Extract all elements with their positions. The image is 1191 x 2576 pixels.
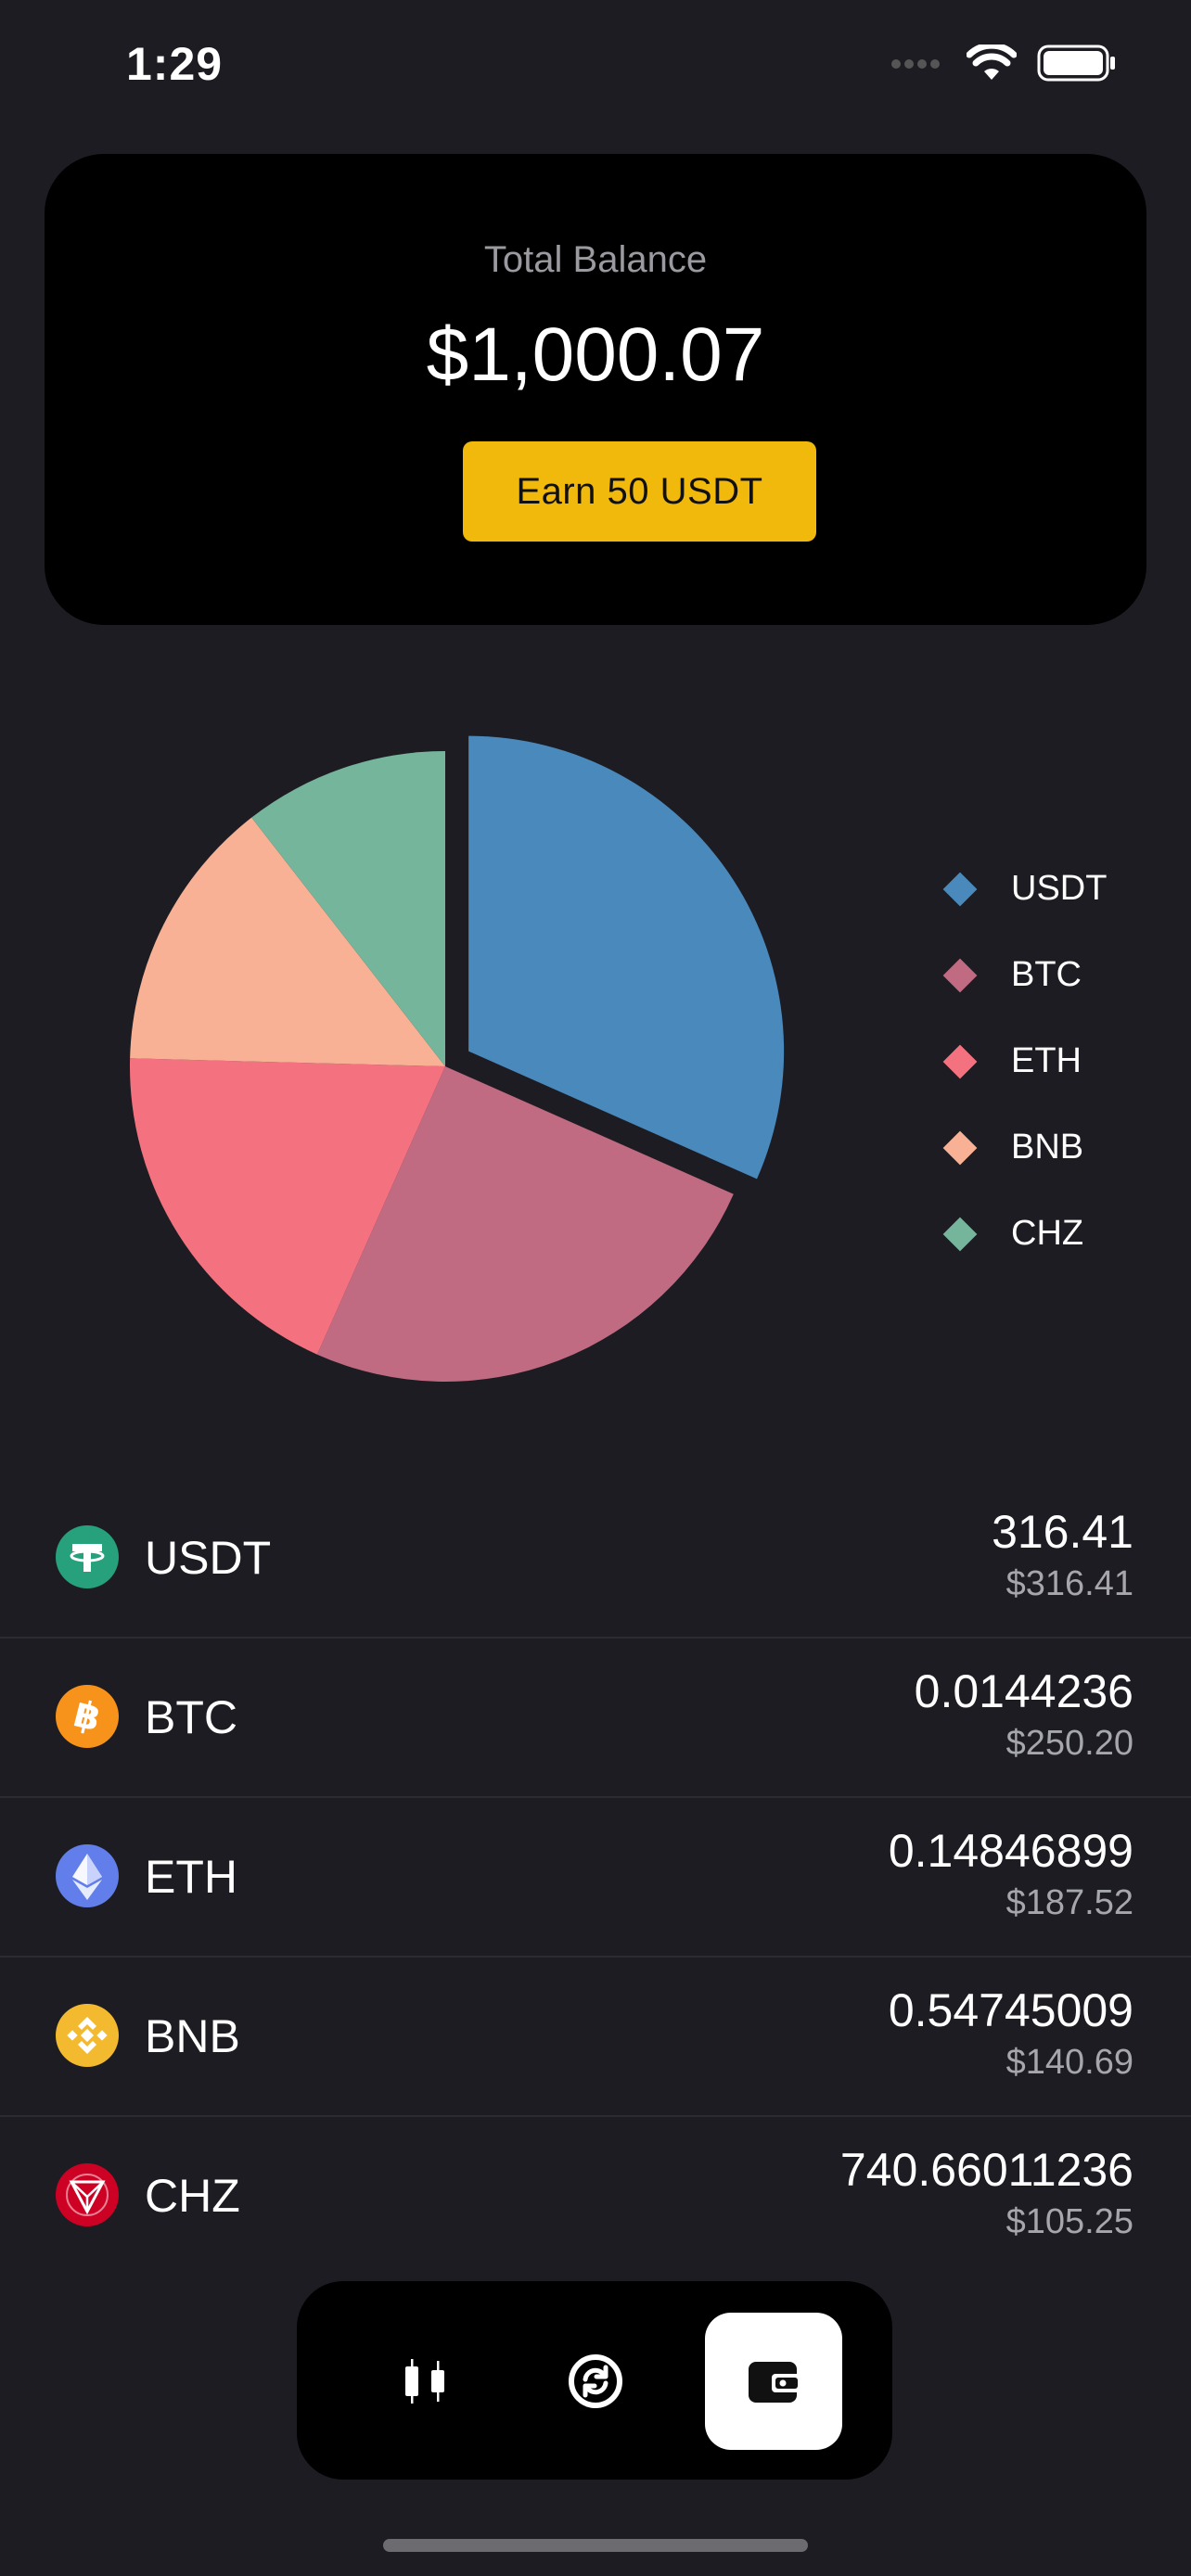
status-bar: 1:29 (0, 0, 1191, 139)
asset-row-btc[interactable]: ฿ BTC 0.0144236 $250.20 (0, 1639, 1191, 1798)
asset-symbol: CHZ (145, 2170, 240, 2222)
asset-row-eth[interactable]: ETH 0.14846899 $187.52 (0, 1798, 1191, 1958)
pie-slice-chz (251, 751, 445, 1066)
status-icons (890, 45, 1117, 82)
legend-label: CHZ (1011, 1214, 1084, 1253)
status-time: 1:29 (126, 38, 224, 90)
earn-button[interactable]: Earn 50 USDT (463, 441, 816, 542)
balance-label: Total Balance (483, 239, 708, 280)
legend-label: ETH (1011, 1041, 1082, 1080)
bitcoin-icon: ฿ (56, 1685, 119, 1748)
pie-chart (129, 735, 785, 1382)
balance-value: $1,000.07 (426, 312, 765, 397)
swap-icon (569, 2354, 622, 2408)
signal-icon (891, 59, 940, 69)
legend-item-eth: ETH (942, 1018, 1107, 1104)
asset-amount: 0.54745009 (888, 1984, 1133, 2036)
legend-swatch (942, 1217, 978, 1251)
battery-icon (1037, 45, 1115, 82)
legend-item-usdt: USDT (942, 846, 1107, 932)
pie-slice-usdt (468, 735, 785, 1180)
asset-amount: 740.66011236 (839, 2144, 1133, 2196)
asset-usd-value: $140.69 (1005, 2043, 1133, 2082)
legend-swatch (942, 1130, 978, 1165)
candlestick-icon (405, 2359, 444, 2404)
asset-list: USDT 316.41 $316.41 ฿ BTC 0.0144236 $250.20 ETH… (0, 1479, 1191, 2275)
legend-label: USDT (1011, 869, 1108, 908)
tab-markets[interactable] (356, 2313, 493, 2450)
svg-text:฿: ฿ (70, 1692, 105, 1740)
legend-item-chz: CHZ (942, 1191, 1107, 1277)
legend-swatch (942, 958, 978, 992)
asset-row-usdt[interactable]: USDT 316.41 $316.41 (0, 1479, 1191, 1639)
legend-item-bnb: BNB (942, 1104, 1107, 1191)
pie-slice-btc (316, 1066, 734, 1382)
portfolio-chart: USDT BTC ETH BNB CHZ (0, 686, 1191, 1428)
wallet-icon (749, 2362, 801, 2403)
legend-label: BNB (1011, 1128, 1084, 1167)
asset-symbol: USDT (145, 1532, 272, 1584)
asset-usd-value: $105.25 (1005, 2202, 1133, 2241)
asset-row-bnb[interactable]: BNB 0.54745009 $140.69 (0, 1958, 1191, 2117)
ethereum-icon (56, 1844, 119, 1907)
asset-symbol: BNB (145, 2010, 240, 2062)
asset-usd-value: $250.20 (1005, 1724, 1133, 1763)
pie-slice-bnb (130, 817, 445, 1066)
chiliz-icon (56, 2163, 119, 2226)
asset-amount: 0.0144236 (914, 1665, 1133, 1717)
asset-usd-value: $316.41 (1005, 1564, 1133, 1603)
balance-card: Total Balance $1,000.07 Earn 50 USDT (45, 154, 1146, 625)
tether-icon (56, 1525, 119, 1588)
tab-bar (297, 2281, 892, 2480)
tab-wallet[interactable] (705, 2313, 842, 2450)
asset-usd-value: $187.52 (1005, 1883, 1133, 1922)
bnb-icon (56, 2004, 119, 2067)
chart-legend: USDT BTC ETH BNB CHZ (942, 846, 1107, 1277)
legend-swatch (942, 1044, 978, 1078)
asset-row-chz[interactable]: CHZ 740.66011236 $105.25 (0, 2117, 1191, 2275)
asset-amount: 0.14846899 (888, 1825, 1133, 1877)
tab-swap[interactable] (527, 2313, 664, 2450)
pie-slice-eth (129, 1058, 445, 1355)
asset-amount: 316.41 (992, 1506, 1133, 1558)
legend-swatch (942, 872, 978, 906)
home-indicator (383, 2539, 808, 2552)
asset-symbol: ETH (145, 1851, 237, 1903)
wifi-icon (967, 45, 1017, 80)
asset-symbol: BTC (145, 1691, 237, 1743)
legend-label: BTC (1011, 955, 1082, 994)
legend-item-btc: BTC (942, 932, 1107, 1018)
